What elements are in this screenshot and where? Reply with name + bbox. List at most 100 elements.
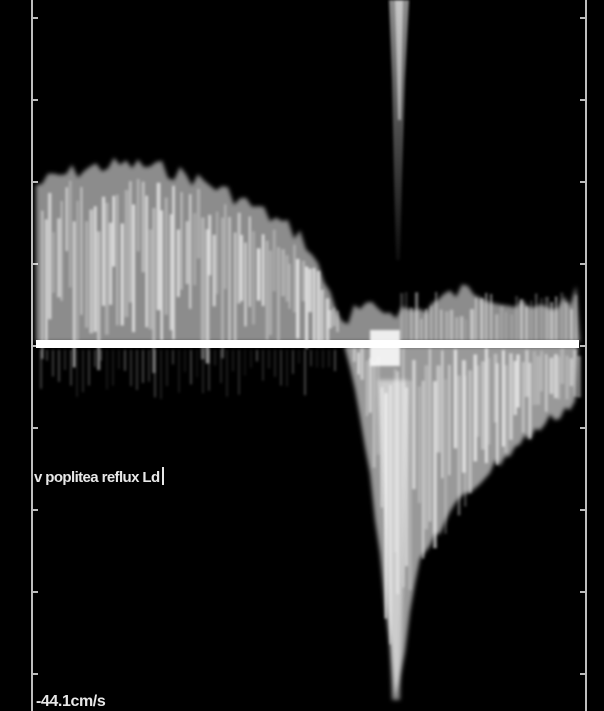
noise-speckle	[214, 350, 216, 366]
noise-speckle	[316, 350, 318, 368]
reflux-speckle	[417, 386, 421, 504]
forward-speckle	[450, 309, 454, 340]
reflux-speckle	[408, 380, 412, 590]
forward-speckle	[105, 202, 109, 335]
forward-speckle	[176, 229, 180, 297]
forward-speckle	[124, 190, 129, 318]
reflux-speckle	[389, 385, 392, 645]
reflux-speckle	[436, 365, 441, 453]
reflux-speckle	[433, 381, 437, 549]
forward-speckle	[425, 308, 428, 340]
forward-speckle	[52, 232, 55, 293]
forward-speckle	[256, 248, 261, 301]
forward-speckle	[141, 181, 145, 273]
forward-speckle	[480, 298, 484, 340]
reflux-speckle	[532, 351, 537, 406]
forward-speckle	[277, 247, 280, 345]
noise-speckle	[292, 350, 294, 374]
forward-speckle	[180, 192, 183, 290]
reflux-speckle	[384, 393, 388, 619]
text-cursor	[161, 467, 164, 485]
forward-speckle	[152, 208, 156, 374]
reflux-speckle	[557, 356, 561, 400]
reflux-speckle	[376, 356, 380, 455]
noise-speckle	[136, 350, 138, 390]
reflux-speckle	[481, 361, 485, 450]
forward-speckle	[465, 319, 468, 340]
noise-speckle	[100, 350, 102, 361]
noise-speckle	[190, 350, 192, 385]
forward-speckle	[132, 204, 136, 333]
noise-speckle	[64, 350, 66, 370]
forward-speckle	[293, 244, 296, 313]
reflux-speckle	[369, 358, 372, 413]
forward-speckle	[220, 217, 225, 359]
forward-speckle	[570, 309, 573, 340]
forward-speckle	[325, 298, 330, 344]
forward-flow-speckle	[41, 179, 578, 374]
forward-speckle	[515, 296, 519, 340]
noise-speckle	[208, 350, 210, 391]
reflux-speckle	[565, 355, 569, 400]
noise-speckle	[220, 350, 222, 384]
reflux-speckle	[396, 371, 399, 595]
forward-speckle	[80, 187, 83, 315]
reflux-speckle	[569, 358, 573, 387]
forward-speckle	[288, 263, 291, 309]
forward-speckle	[312, 267, 316, 343]
forward-speckle	[65, 187, 68, 252]
forward-speckle	[560, 292, 564, 340]
forward-speckle	[57, 218, 61, 298]
forward-speckle	[205, 229, 210, 364]
reflux-speckle	[488, 358, 491, 445]
forward-speckle	[490, 294, 493, 340]
forward-speckle	[320, 289, 324, 347]
noise-speckle	[244, 350, 246, 376]
forward-speckle	[415, 292, 419, 340]
reflux-speckle	[545, 354, 548, 412]
forward-speckle	[252, 231, 255, 325]
reflux-speckle	[509, 353, 513, 440]
forward-speckle	[530, 300, 533, 340]
forward-speckle	[296, 258, 300, 339]
noise-speckle	[280, 350, 282, 386]
forward-speckle	[445, 311, 449, 340]
forward-speckle	[510, 314, 514, 340]
forward-speckle	[575, 295, 578, 340]
forward-speckle	[244, 242, 247, 327]
forward-speckle	[188, 194, 192, 309]
forward-speckle	[550, 302, 554, 340]
forward-speckle	[455, 317, 459, 340]
forward-speckle	[301, 260, 306, 302]
forward-speckle	[540, 298, 544, 340]
forward-speckle	[308, 268, 312, 313]
noise-speckle	[172, 350, 174, 365]
noise-speckle	[124, 350, 126, 371]
noise-speckle	[262, 350, 264, 381]
forward-speckle	[485, 292, 488, 340]
noise-speckle	[202, 350, 204, 394]
reflux-speckle	[528, 362, 532, 439]
baseline-artifact-blob	[370, 330, 400, 366]
forward-speckle	[60, 201, 63, 301]
noise-speckle	[118, 350, 120, 369]
forward-speckle	[555, 296, 558, 340]
noise-speckle	[226, 350, 228, 397]
noise-speckle	[310, 350, 312, 367]
forward-speckle	[475, 297, 478, 340]
forward-speckle	[208, 214, 212, 276]
forward-speckle	[520, 299, 523, 340]
noise-speckle	[334, 350, 336, 372]
zero-velocity-baseline	[36, 340, 579, 348]
noise-speckle	[328, 350, 330, 368]
forward-speckle	[470, 309, 474, 340]
forward-speckle	[316, 270, 321, 347]
velocity-scale-readout: -44.1cm/s	[36, 693, 106, 710]
forward-speckle	[565, 302, 568, 340]
forward-speckle	[269, 250, 272, 336]
reflux-speckle	[536, 355, 541, 405]
noise-speckle	[238, 350, 240, 395]
noise-speckle	[178, 350, 180, 393]
reflux-flow-speckle	[352, 348, 581, 645]
